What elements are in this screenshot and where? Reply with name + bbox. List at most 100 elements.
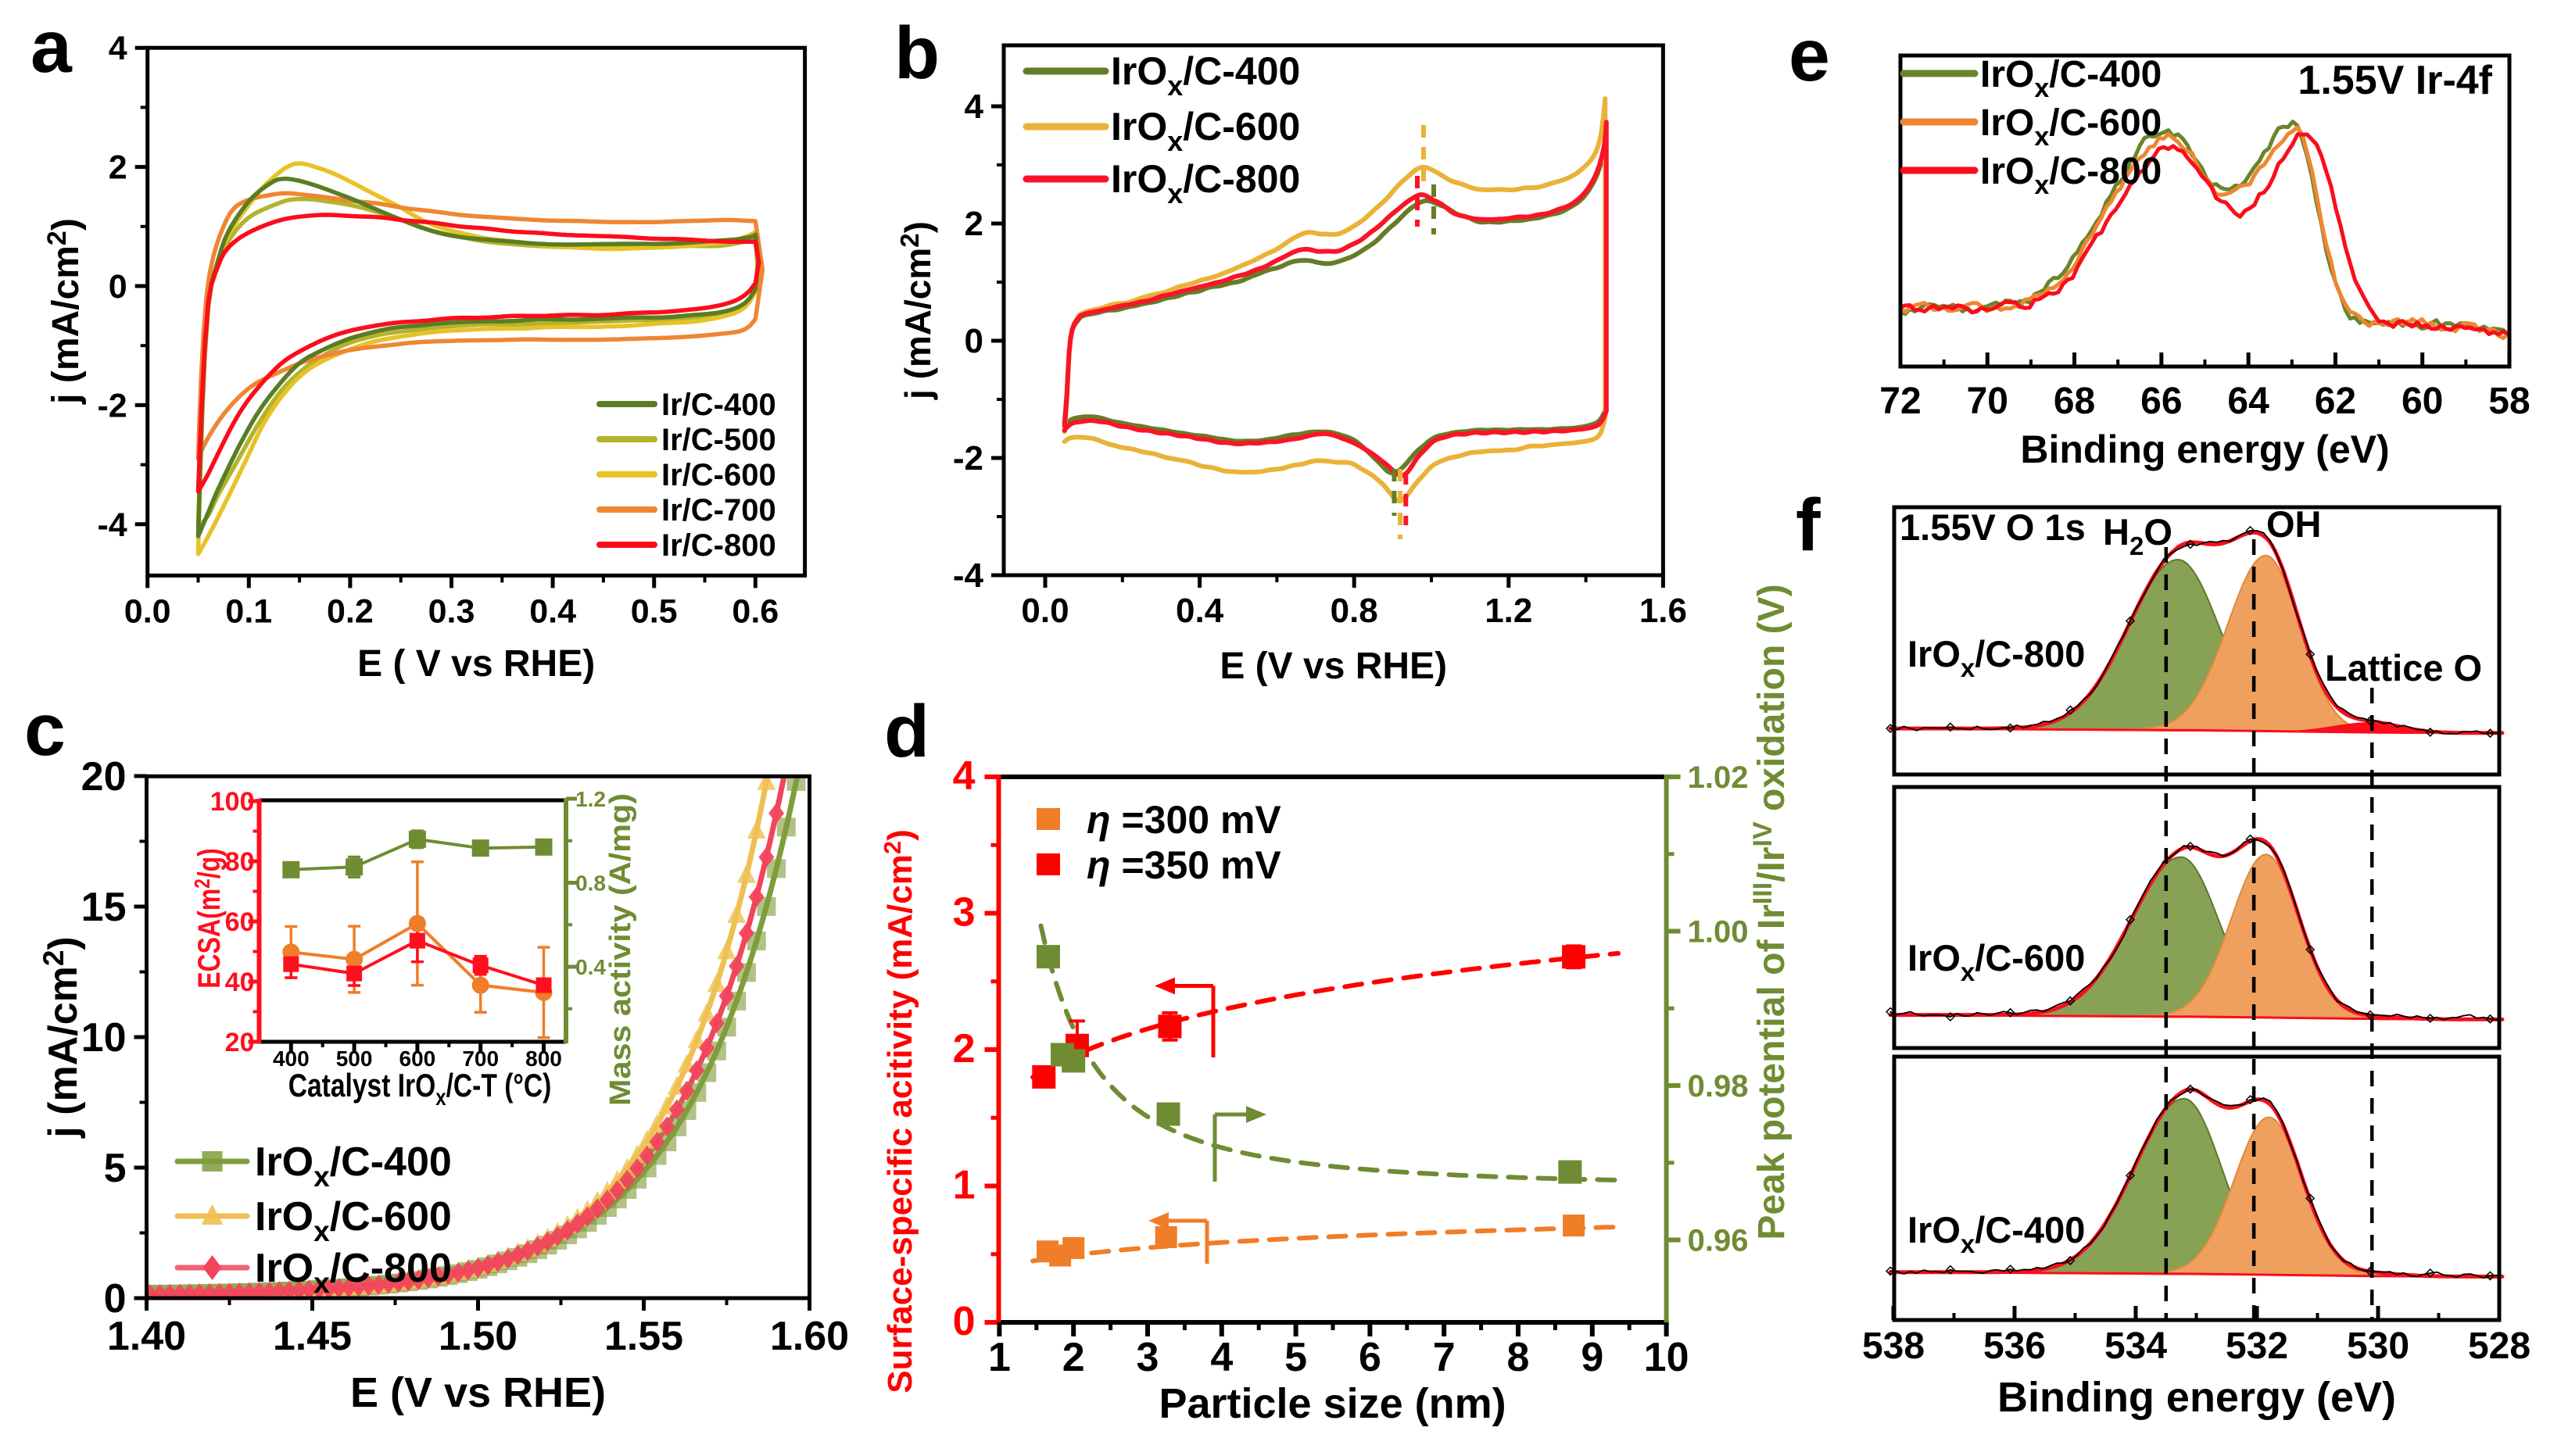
svg-text:j (mA/cm2): j (mA/cm2) [42, 218, 87, 405]
svg-text:72: 72 [1879, 381, 1921, 422]
svg-text:70: 70 [1967, 381, 2008, 422]
svg-text:66: 66 [2140, 381, 2182, 422]
svg-text:η =350 mV: η =350 mV [1087, 843, 1281, 887]
svg-text:b: b [894, 12, 940, 95]
svg-text:0.2: 0.2 [327, 592, 374, 630]
svg-text:62: 62 [2315, 381, 2356, 422]
svg-text:4: 4 [953, 753, 976, 799]
svg-text:7: 7 [1433, 1335, 1456, 1380]
svg-text:1.60: 1.60 [770, 1314, 849, 1359]
svg-text:400: 400 [273, 1046, 310, 1071]
svg-text:0.0: 0.0 [1021, 592, 1069, 630]
svg-text:j (mA/cm2): j (mA/cm2) [38, 936, 86, 1139]
svg-text:IrOx/C-600: IrOx/C-600 [1111, 105, 1300, 157]
svg-text:0: 0 [965, 322, 983, 360]
svg-text:0.4: 0.4 [575, 955, 606, 979]
svg-text:1.55V O 1s: 1.55V O 1s [1900, 506, 2086, 548]
svg-text:40: 40 [225, 968, 255, 997]
svg-text:10: 10 [81, 1015, 127, 1061]
svg-text:H2O: H2O [2103, 511, 2172, 560]
svg-text:η =300 mV: η =300 mV [1087, 798, 1281, 842]
svg-text:Binding energy (eV): Binding energy (eV) [1997, 1374, 2396, 1421]
svg-text:500: 500 [336, 1046, 373, 1071]
svg-text:Ir/C-500: Ir/C-500 [661, 423, 776, 457]
svg-text:f: f [1796, 484, 1821, 567]
svg-text:Peak potential of IrIII/IrIV o: Peak potential of IrIII/IrIV oxidation (… [1748, 584, 1793, 1240]
svg-text:1.45: 1.45 [273, 1314, 352, 1359]
svg-text:2: 2 [109, 149, 127, 187]
svg-text:15: 15 [81, 885, 127, 930]
svg-text:IrOx/C-600: IrOx/C-600 [255, 1194, 452, 1247]
svg-text:530: 530 [2347, 1325, 2409, 1367]
svg-text:IrOx/C-800: IrOx/C-800 [255, 1246, 452, 1299]
svg-text:-4: -4 [953, 556, 984, 595]
svg-text:IrOx/C-400: IrOx/C-400 [255, 1139, 452, 1193]
svg-text:536: 536 [1983, 1325, 2046, 1367]
svg-text:0: 0 [109, 268, 127, 306]
svg-text:1.02: 1.02 [1688, 760, 1749, 795]
svg-text:1.55V Ir-4f: 1.55V Ir-4f [2298, 58, 2492, 103]
svg-text:0.8: 0.8 [1331, 592, 1378, 630]
svg-text:1.55: 1.55 [604, 1314, 683, 1359]
svg-text:0.4: 0.4 [1176, 592, 1224, 630]
svg-text:8: 8 [1507, 1335, 1530, 1380]
svg-text:4: 4 [109, 30, 127, 67]
svg-text:2: 2 [965, 205, 983, 243]
svg-text:IrOx/C-400: IrOx/C-400 [1111, 49, 1300, 102]
svg-text:-4: -4 [97, 506, 127, 544]
svg-text:1.50: 1.50 [439, 1314, 518, 1359]
svg-text:600: 600 [399, 1046, 436, 1071]
svg-text:700: 700 [462, 1046, 499, 1071]
svg-text:Ir/C-600: Ir/C-600 [661, 458, 776, 492]
svg-text:64: 64 [2227, 381, 2269, 422]
svg-text:1.2: 1.2 [1485, 592, 1532, 630]
svg-text:0.0: 0.0 [124, 592, 171, 630]
svg-text:1.2: 1.2 [575, 787, 606, 811]
svg-text:10: 10 [1644, 1335, 1689, 1380]
svg-text:e: e [1789, 14, 1830, 97]
svg-text:0.1: 0.1 [225, 592, 272, 630]
svg-text:9: 9 [1581, 1335, 1603, 1380]
svg-text:5: 5 [104, 1146, 127, 1191]
svg-text:E (V vs RHE): E (V vs RHE) [350, 1369, 606, 1416]
svg-text:0.8: 0.8 [575, 871, 606, 896]
svg-text:3: 3 [953, 890, 976, 935]
svg-text:Ir/C-800: Ir/C-800 [661, 528, 776, 563]
svg-text:532: 532 [2226, 1325, 2288, 1367]
svg-text:-2: -2 [953, 439, 983, 478]
svg-text:0.3: 0.3 [428, 592, 475, 630]
svg-text:-2: -2 [97, 387, 127, 424]
svg-text:Particle size (nm): Particle size (nm) [1159, 1380, 1506, 1427]
svg-text:0.96: 0.96 [1688, 1224, 1749, 1258]
svg-text:Catalyst IrOx/C-T (°C): Catalyst IrOx/C-T (°C) [288, 1068, 552, 1111]
svg-text:6: 6 [1359, 1335, 1381, 1380]
svg-text:60: 60 [2402, 381, 2443, 422]
svg-text:58: 58 [2488, 381, 2530, 422]
svg-text:Ir/C-700: Ir/C-700 [661, 493, 776, 528]
svg-text:68: 68 [2054, 381, 2095, 422]
svg-text:3: 3 [1137, 1335, 1159, 1380]
svg-text:OH: OH [2266, 503, 2322, 545]
svg-text:IrOx/C-600: IrOx/C-600 [1907, 937, 2085, 986]
svg-text:0.5: 0.5 [631, 592, 678, 630]
svg-text:IrOx/C-400: IrOx/C-400 [1980, 54, 2162, 103]
svg-text:1: 1 [988, 1335, 1011, 1380]
svg-text:4: 4 [1210, 1335, 1233, 1380]
svg-text:0.4: 0.4 [529, 592, 576, 630]
svg-text:4: 4 [965, 88, 984, 126]
svg-text:0.98: 0.98 [1688, 1069, 1749, 1104]
svg-text:60: 60 [225, 907, 255, 937]
svg-text:2: 2 [1062, 1335, 1085, 1380]
svg-text:Binding energy (eV): Binding energy (eV) [2020, 427, 2389, 471]
svg-text:d: d [884, 690, 929, 773]
svg-text:20: 20 [81, 754, 127, 800]
svg-text:800: 800 [525, 1046, 562, 1071]
svg-text:80: 80 [225, 847, 255, 877]
svg-text:IrOx/C-800: IrOx/C-800 [1111, 157, 1300, 209]
svg-text:20: 20 [225, 1028, 255, 1057]
svg-text:IrOx/C-800: IrOx/C-800 [1907, 633, 2085, 682]
svg-text:1.6: 1.6 [1639, 592, 1687, 630]
svg-text:Ir/C-400: Ir/C-400 [661, 388, 776, 422]
svg-text:0: 0 [104, 1276, 127, 1322]
svg-text:1.00: 1.00 [1688, 915, 1749, 950]
